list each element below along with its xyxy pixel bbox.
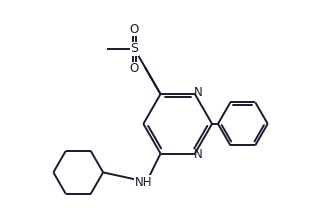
- Text: N: N: [194, 86, 203, 99]
- Text: S: S: [130, 43, 139, 56]
- Text: NH: NH: [135, 176, 153, 189]
- Text: O: O: [130, 62, 139, 75]
- Text: O: O: [130, 23, 139, 36]
- Text: N: N: [194, 148, 203, 161]
